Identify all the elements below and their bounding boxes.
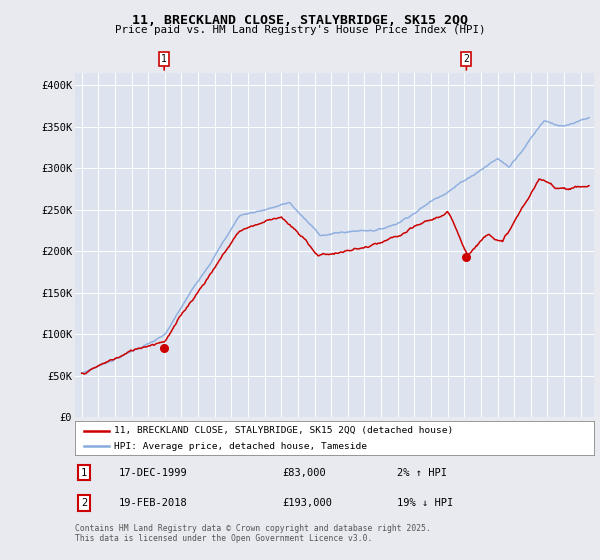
Text: 11, BRECKLAND CLOSE, STALYBRIDGE, SK15 2QQ: 11, BRECKLAND CLOSE, STALYBRIDGE, SK15 2…	[132, 14, 468, 27]
Text: Contains HM Land Registry data © Crown copyright and database right 2025.
This d: Contains HM Land Registry data © Crown c…	[75, 524, 431, 543]
Text: £193,000: £193,000	[283, 498, 332, 508]
Text: 2: 2	[81, 498, 88, 508]
Text: 19-FEB-2018: 19-FEB-2018	[119, 498, 188, 508]
Text: 1: 1	[161, 54, 167, 64]
Text: 1: 1	[81, 468, 88, 478]
Text: £83,000: £83,000	[283, 468, 326, 478]
Text: 11, BRECKLAND CLOSE, STALYBRIDGE, SK15 2QQ (detached house): 11, BRECKLAND CLOSE, STALYBRIDGE, SK15 2…	[114, 426, 453, 435]
Text: 19% ↓ HPI: 19% ↓ HPI	[397, 498, 453, 508]
Text: 2: 2	[463, 54, 469, 64]
Text: 17-DEC-1999: 17-DEC-1999	[119, 468, 188, 478]
Text: Price paid vs. HM Land Registry's House Price Index (HPI): Price paid vs. HM Land Registry's House …	[115, 25, 485, 35]
Text: 2% ↑ HPI: 2% ↑ HPI	[397, 468, 447, 478]
Text: HPI: Average price, detached house, Tameside: HPI: Average price, detached house, Tame…	[114, 442, 367, 451]
